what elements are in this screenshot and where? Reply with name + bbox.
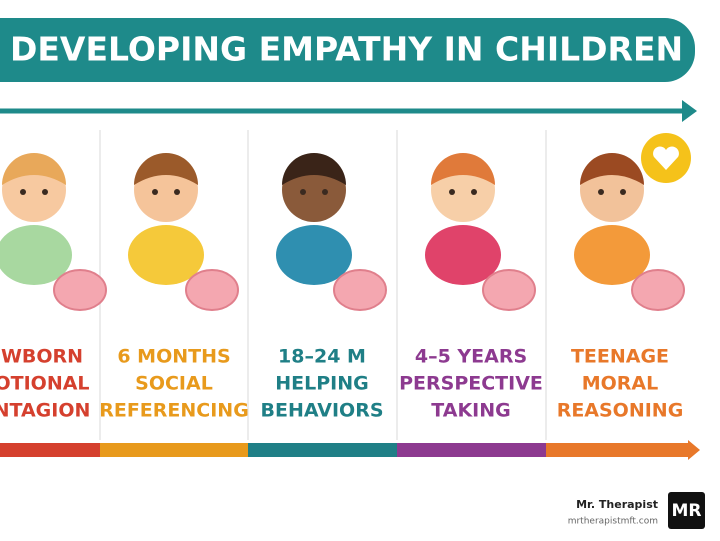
- eye: [20, 189, 26, 195]
- hair: [282, 153, 346, 185]
- eye: [42, 189, 48, 195]
- body: [425, 225, 501, 285]
- title-banner: [0, 18, 695, 82]
- stage-label: OTIONAL: [0, 373, 90, 395]
- eye: [174, 189, 180, 195]
- progress-segment: [100, 443, 248, 457]
- body: [574, 225, 650, 285]
- stage-label: TAKING: [431, 400, 510, 422]
- stage-label: REFERENCING: [99, 400, 249, 422]
- body: [276, 225, 352, 285]
- title: DEVELOPING EMPATHY IN CHILDREN: [10, 30, 683, 69]
- stage-label: NTAGION: [0, 400, 90, 422]
- eye: [449, 189, 455, 195]
- eye: [471, 189, 477, 195]
- body: [128, 225, 204, 285]
- arrow-head: [682, 100, 697, 122]
- stage-label: HELPING: [275, 373, 368, 395]
- stage-label: SOCIAL: [135, 373, 213, 395]
- eye: [620, 189, 626, 195]
- brand: Mr. Therapist: [576, 498, 658, 511]
- progress-arrow: [688, 440, 700, 460]
- hair: [580, 153, 644, 185]
- url: mrtherapistmft.com: [568, 517, 658, 527]
- brain: [631, 269, 685, 311]
- stage-label: PERSPECTIVE: [399, 373, 543, 395]
- stage-label: 4–5 YEARS: [415, 346, 527, 368]
- progress-segment: [546, 443, 688, 457]
- hair: [431, 153, 495, 185]
- eye: [322, 189, 328, 195]
- stage-label: MORAL: [582, 373, 659, 395]
- logo-text: MR: [671, 501, 701, 521]
- heart: [653, 146, 679, 170]
- stage-label: BEHAVIORS: [260, 400, 383, 422]
- hair: [134, 153, 198, 185]
- hair: [2, 153, 66, 185]
- stage-label: 18–24 M: [278, 346, 366, 368]
- brain: [185, 269, 239, 311]
- progress-segment: [397, 443, 546, 457]
- progress-segment: [248, 443, 397, 457]
- progress-segment: [0, 443, 100, 457]
- brain: [53, 269, 107, 311]
- body: [0, 225, 72, 285]
- eye: [152, 189, 158, 195]
- stage-label: WBORN: [1, 346, 83, 368]
- brain: [482, 269, 536, 311]
- eye: [598, 189, 604, 195]
- brain: [333, 269, 387, 311]
- stage-label: 6 MONTHS: [117, 346, 230, 368]
- logo: [668, 492, 705, 529]
- stage-label: REASONING: [557, 400, 684, 422]
- eye: [300, 189, 306, 195]
- stage-label: TEENAGE: [571, 346, 669, 368]
